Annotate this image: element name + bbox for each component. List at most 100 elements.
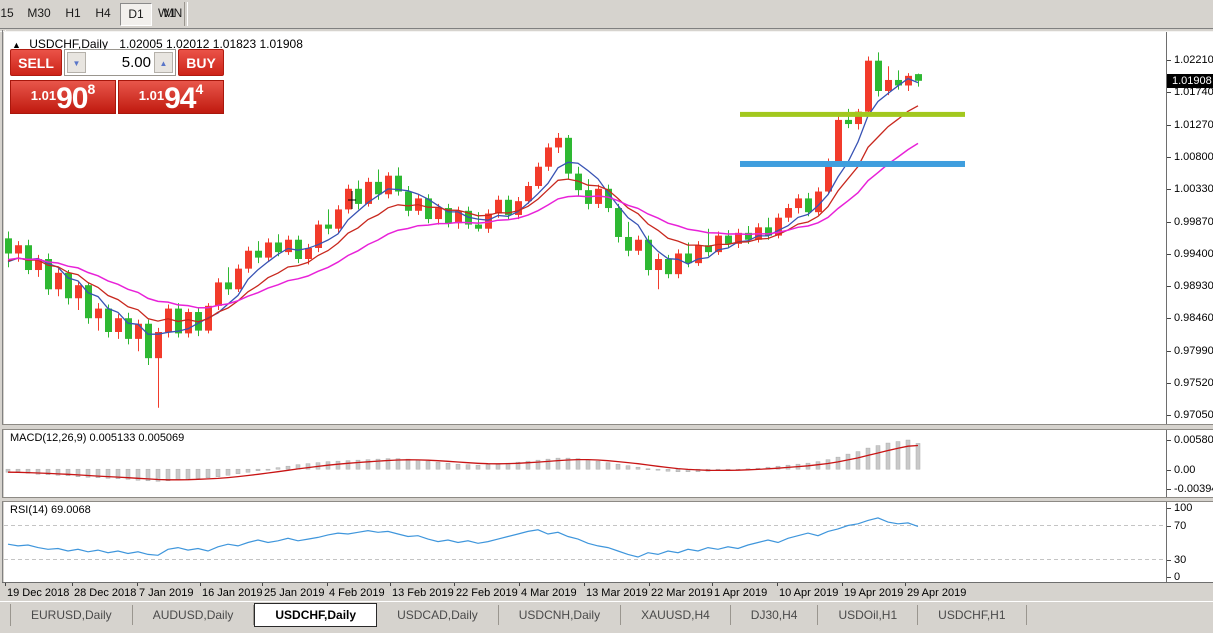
ohlc-low: 1.01823 xyxy=(212,37,257,51)
tab-usdcad-daily[interactable]: USDCAD,Daily xyxy=(377,605,499,625)
date-tick-label: 4 Mar 2019 xyxy=(521,587,577,599)
price-tick xyxy=(1167,156,1171,158)
sell-button[interactable]: SELL xyxy=(10,49,62,76)
price-tick-label: 0.98460 xyxy=(1174,312,1213,325)
price-tick xyxy=(1167,124,1171,126)
sell-price-display[interactable]: 1.01908 xyxy=(10,80,116,115)
timeframe-button-m15[interactable]: 15 xyxy=(0,6,14,20)
price-tick-label: 0.99870 xyxy=(1174,215,1213,228)
date-axis[interactable]: 19 Dec 2018 28 Dec 2018 7 Jan 2019 16 Jan 2… xyxy=(2,582,1213,602)
date-tick xyxy=(649,583,650,586)
date-tick-label: 19 Dec 2018 xyxy=(7,587,70,599)
timeframe-button-w1[interactable]: W1 xyxy=(158,6,176,20)
volume-decrease-icon[interactable]: ▼ xyxy=(67,52,86,73)
buy-price-figure: 1.01 xyxy=(138,88,165,103)
price-tick-label: 0.97050 xyxy=(1174,409,1213,422)
rsi-tick xyxy=(1167,576,1171,578)
price-tick-label: 1.01270 xyxy=(1174,118,1213,131)
pane-resize-separator[interactable] xyxy=(2,497,1213,502)
support-line[interactable] xyxy=(740,160,965,167)
timeframe-button-d1[interactable]: D1 xyxy=(120,3,152,26)
collapse-chart-icon[interactable]: ▲ xyxy=(12,40,21,50)
date-tick-label: 28 Dec 2018 xyxy=(74,587,137,599)
rsi-canvas[interactable] xyxy=(4,500,1166,582)
rsi-label: RSI(14) 69.0068 xyxy=(10,504,91,516)
macd-signal-line xyxy=(7,444,919,481)
date-tick-label: 7 Jan 2019 xyxy=(139,587,194,599)
sell-price-point: 8 xyxy=(87,81,96,97)
price-tick-label: 1.02210 xyxy=(1174,54,1213,66)
timeframe-button-mn[interactable]: MN xyxy=(163,6,183,20)
ohlc-high: 1.02012 xyxy=(166,37,210,51)
date-tick-label: 22 Mar 2019 xyxy=(651,587,713,599)
volume-input[interactable] xyxy=(89,51,151,74)
price-tick xyxy=(1167,60,1171,61)
ma-line-slow xyxy=(7,142,919,309)
rsi-tick-label: 100 xyxy=(1174,502,1193,514)
date-tick-label: 19 Apr 2019 xyxy=(844,587,904,599)
date-tick-label: 16 Jan 2019 xyxy=(202,587,263,599)
date-tick-label: 13 Mar 2019 xyxy=(586,587,648,599)
date-tick-label: 29 Apr 2019 xyxy=(907,587,967,599)
timeframe-button-h4[interactable]: H4 xyxy=(95,6,111,20)
chart-window-top-edge xyxy=(0,28,1213,32)
rsi-line xyxy=(7,517,919,558)
volume-increase-icon[interactable]: ▲ xyxy=(154,52,173,73)
timeframe-button-h1[interactable]: H1 xyxy=(65,6,81,20)
buy-price-pips: 94 xyxy=(164,82,196,115)
buy-button[interactable]: BUY xyxy=(178,49,224,76)
date-tick xyxy=(519,583,520,586)
tab-usdoil-h1[interactable]: USDOil,H1 xyxy=(818,605,919,625)
date-tick xyxy=(262,583,263,586)
ohlc-close: 1.01908 xyxy=(259,37,303,51)
tab-strip-stub xyxy=(0,604,11,626)
date-tick xyxy=(137,583,138,586)
rsi-indicator-pane[interactable] xyxy=(4,500,1166,582)
date-tick-label: 13 Feb 2019 xyxy=(392,587,454,599)
date-tick xyxy=(777,583,778,586)
tab-xauusd-h4[interactable]: XAUUSD,H4 xyxy=(621,605,731,625)
chart-symbol-label: USDCHF,Daily xyxy=(29,37,108,51)
date-tick xyxy=(72,583,73,586)
date-tick-label: 4 Feb 2019 xyxy=(329,587,385,599)
macd-tick-label: 0.00 xyxy=(1174,464,1196,476)
tab-dj30-h4[interactable]: DJ30,H4 xyxy=(731,605,819,625)
ma-line-mid xyxy=(7,105,919,323)
macd-tick-label: 0.005805 xyxy=(1174,434,1213,446)
tab-usdcnh-daily[interactable]: USDCNH,Daily xyxy=(499,605,622,625)
date-tick-label: 22 Feb 2019 xyxy=(456,587,518,599)
resistance-line[interactable] xyxy=(740,111,965,117)
price-tick xyxy=(1167,189,1171,191)
price-tick xyxy=(1167,286,1171,288)
pane-resize-separator[interactable] xyxy=(2,424,1213,430)
macd-indicator-pane[interactable] xyxy=(4,428,1166,497)
date-tick xyxy=(842,583,843,586)
price-tick-label: 1.01740 xyxy=(1174,86,1213,99)
chart-tab-bar: EURUSD,Daily AUDUSD,Daily USDCHF,Daily USDC… xyxy=(0,601,1213,633)
tab-usdchf-h1[interactable]: USDCHF,H1 xyxy=(918,605,1027,625)
price-tick-label: 0.99400 xyxy=(1174,247,1213,260)
ma-line-fast xyxy=(7,77,919,335)
tab-eurusd-daily[interactable]: EURUSD,Daily xyxy=(11,605,133,625)
macd-label: MACD(12,26,9) 0.005133 0.005069 xyxy=(10,432,185,444)
tab-usdchf-daily[interactable]: USDCHF,Daily xyxy=(254,603,378,627)
buy-price-display[interactable]: 1.01944 xyxy=(118,80,224,115)
macd-canvas[interactable] xyxy=(4,428,1166,497)
price-tick xyxy=(1167,318,1171,320)
sell-price-figure: 1.01 xyxy=(30,88,57,103)
toolbar-separator xyxy=(184,2,188,26)
date-tick xyxy=(584,583,585,586)
date-tick-label: 1 Apr 2019 xyxy=(714,587,768,599)
main-chart-canvas[interactable] xyxy=(4,32,1166,424)
date-tick-label: 25 Jan 2019 xyxy=(264,587,325,599)
rsi-tick-label: 0 xyxy=(1174,570,1181,583)
date-tick xyxy=(327,583,328,586)
tab-audusd-daily[interactable]: AUDUSD,Daily xyxy=(133,605,255,625)
price-scale[interactable]: 1.02210 1.01740 1.01270 1.00800 1.00330 0.998… xyxy=(1166,32,1213,583)
price-tick-label: 0.97990 xyxy=(1174,344,1213,357)
macd-tick xyxy=(1167,489,1171,490)
price-tick-label: 0.98930 xyxy=(1174,280,1213,293)
timeframe-button-m30[interactable]: M30 xyxy=(27,6,51,20)
ohlc-open: 1.02005 xyxy=(119,37,163,51)
